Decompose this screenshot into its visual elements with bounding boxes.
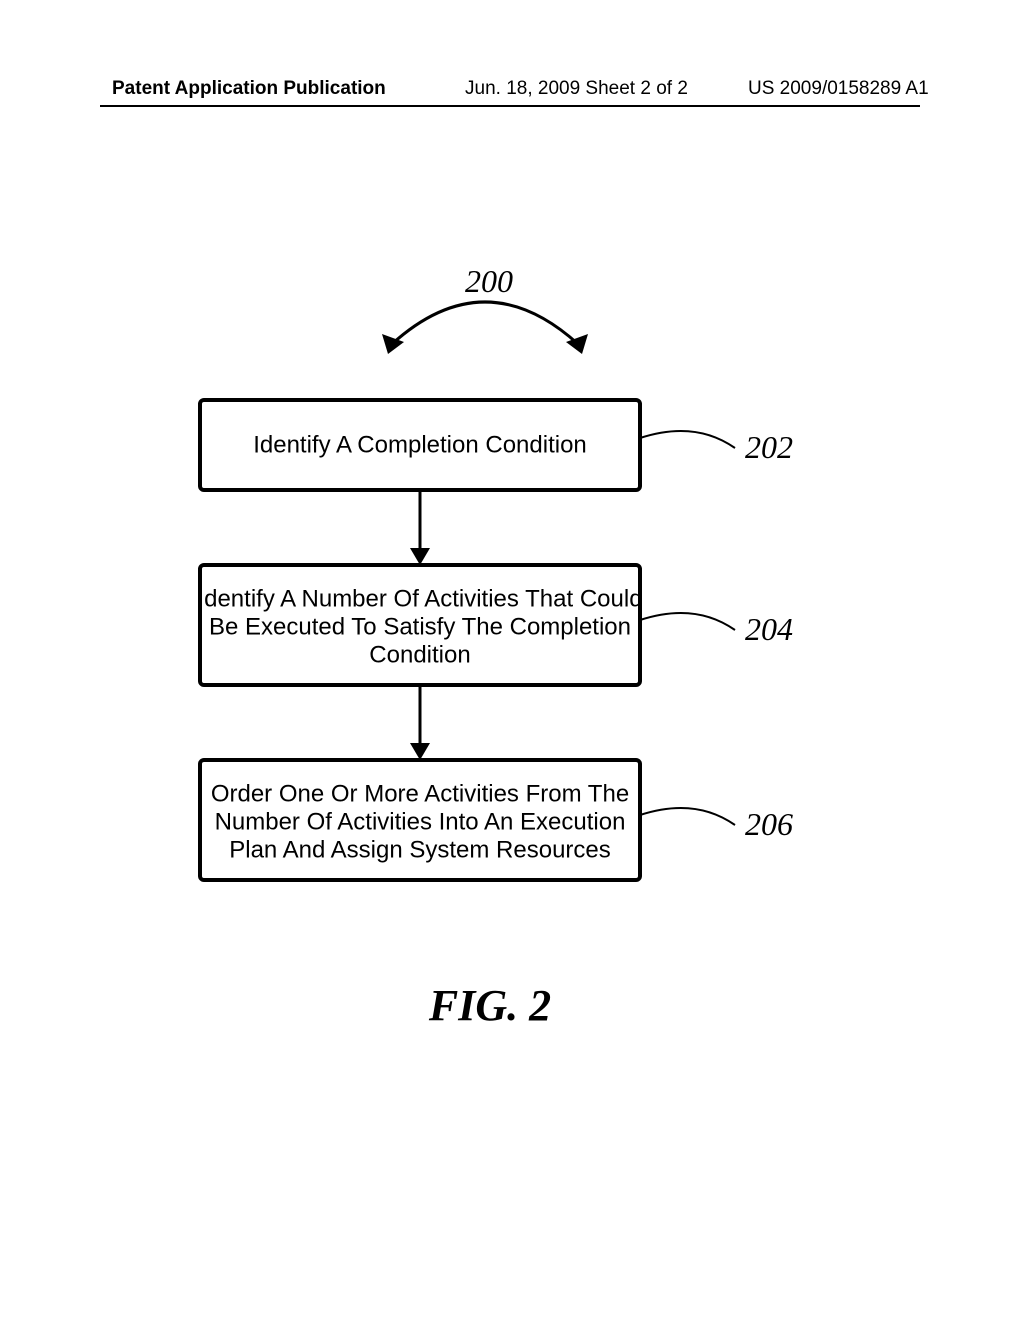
ref-204: 204 [745, 611, 793, 647]
figure-ref-bracket: 200 [382, 263, 588, 354]
flow-node-206: Order One Or More Activities From The Nu… [200, 760, 640, 880]
figure-ref-200: 200 [465, 263, 513, 299]
page: Patent Application Publication Jun. 18, … [0, 0, 1024, 1320]
flow-node-202: Identify A Completion Condition [200, 400, 640, 490]
leader-206: 206 [640, 806, 793, 842]
flow-node-204-line2: Be Executed To Satisfy The Completion [209, 613, 631, 640]
leader-202: 202 [640, 429, 793, 465]
header-date-sheet: Jun. 18, 2009 Sheet 2 of 2 [465, 78, 688, 100]
flow-node-204-line1: Identify A Number Of Activities That Cou… [197, 585, 642, 612]
header-rule [100, 105, 920, 107]
flowchart-svg: 200 Identify A Completion Condition 202 … [0, 120, 1024, 1120]
flow-edge-1 [410, 490, 430, 565]
flow-edge-2 [410, 685, 430, 760]
ref-202: 202 [745, 429, 793, 465]
flow-node-206-line1: Order One Or More Activities From The [211, 780, 629, 807]
ref-206: 206 [745, 806, 793, 842]
page-header: Patent Application Publication Jun. 18, … [0, 78, 1024, 108]
header-patent-no: US 2009/0158289 A1 [748, 78, 929, 100]
flow-node-204: Identify A Number Of Activities That Cou… [197, 565, 642, 685]
figure-label: FIG. 2 [428, 981, 551, 1030]
header-publication: Patent Application Publication [112, 78, 386, 100]
flow-node-206-line3: Plan And Assign System Resources [229, 836, 611, 863]
flow-node-204-line3: Condition [369, 641, 470, 668]
flow-node-206-line2: Number Of Activities Into An Execution [215, 808, 626, 835]
leader-204: 204 [640, 611, 793, 647]
flowchart-figure: 200 Identify A Completion Condition 202 … [0, 120, 1024, 1120]
flow-node-202-text: Identify A Completion Condition [253, 431, 587, 458]
